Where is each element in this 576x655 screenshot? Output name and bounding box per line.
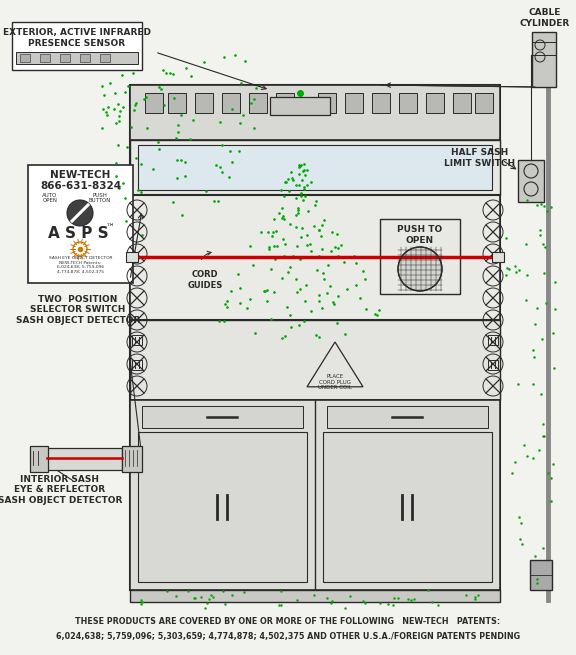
Text: CABLE
CYLINDER: CABLE CYLINDER bbox=[520, 9, 570, 28]
Bar bbox=[47, 448, 122, 470]
Bar bbox=[130, 400, 500, 590]
Bar bbox=[488, 335, 498, 345]
Bar bbox=[426, 93, 444, 113]
Circle shape bbox=[67, 200, 93, 226]
Bar bbox=[475, 93, 493, 113]
Bar bbox=[100, 54, 110, 62]
Bar bbox=[249, 93, 267, 113]
Bar bbox=[168, 93, 186, 113]
Bar bbox=[145, 93, 163, 113]
Bar bbox=[345, 93, 363, 113]
Bar bbox=[453, 93, 471, 113]
Bar bbox=[138, 432, 307, 582]
Bar bbox=[16, 52, 138, 64]
Bar bbox=[380, 219, 460, 294]
Text: CORD
GUIDES: CORD GUIDES bbox=[187, 271, 223, 290]
Bar bbox=[126, 252, 138, 262]
Text: HALF SASH
LIMIT SWITCH: HALF SASH LIMIT SWITCH bbox=[445, 148, 516, 168]
Bar bbox=[492, 252, 504, 262]
Bar bbox=[20, 54, 30, 62]
Bar bbox=[60, 54, 70, 62]
Bar bbox=[130, 140, 500, 195]
Text: ™: ™ bbox=[106, 223, 115, 232]
Bar bbox=[12, 22, 142, 70]
Text: INTERIOR SASH
EYE & REFLECTOR
SASH OBJECT DETECTOR: INTERIOR SASH EYE & REFLECTOR SASH OBJEC… bbox=[0, 475, 122, 505]
Bar bbox=[130, 85, 500, 590]
Text: TWO  POSITION
SELECTOR SWITCH
SASH OBJECT DETECTOR: TWO POSITION SELECTOR SWITCH SASH OBJECT… bbox=[16, 295, 140, 325]
Text: THESE PRODUCTS ARE COVERED BY ONE OR MORE OF THE FOLLOWING   NEW-TECH   PATENTS:: THESE PRODUCTS ARE COVERED BY ONE OR MOR… bbox=[75, 618, 501, 626]
Bar bbox=[276, 93, 294, 113]
Bar bbox=[40, 54, 50, 62]
Bar bbox=[122, 446, 142, 472]
Text: A S P S: A S P S bbox=[48, 225, 108, 240]
Bar bbox=[323, 432, 492, 582]
Bar bbox=[222, 93, 240, 113]
Text: 6,024,638; 5,759,096; 5,303,659; 4,774,878; 4,502,375 AND OTHER U.S.A./FOREIGN P: 6,024,638; 5,759,096; 5,303,659; 4,774,8… bbox=[56, 631, 520, 641]
Bar bbox=[142, 406, 303, 428]
Text: 866-631-8324: 866-631-8324 bbox=[40, 181, 121, 191]
Bar bbox=[28, 165, 133, 283]
Text: NEW-TECH: NEW-TECH bbox=[50, 170, 111, 180]
Text: EXTERIOR, ACTIVE INFRARED
PRESENCE SENSOR: EXTERIOR, ACTIVE INFRARED PRESENCE SENSO… bbox=[3, 28, 151, 48]
Bar bbox=[130, 85, 500, 140]
Text: PLACE
CORD PLUG
UNDER COIL: PLACE CORD PLUG UNDER COIL bbox=[318, 374, 352, 390]
Bar bbox=[195, 93, 213, 113]
Bar bbox=[518, 160, 544, 202]
Bar bbox=[372, 93, 390, 113]
Bar bbox=[399, 93, 417, 113]
Bar bbox=[270, 97, 330, 115]
Bar bbox=[318, 93, 336, 113]
Bar bbox=[130, 195, 500, 320]
Bar bbox=[532, 32, 556, 87]
Text: AUTO
OPEN: AUTO OPEN bbox=[43, 193, 58, 204]
Bar bbox=[327, 406, 488, 428]
Bar bbox=[530, 560, 552, 590]
Bar bbox=[80, 54, 90, 62]
Bar bbox=[130, 590, 500, 602]
Bar bbox=[130, 320, 500, 400]
Circle shape bbox=[398, 247, 442, 291]
Text: PUSH
BUTTON: PUSH BUTTON bbox=[89, 193, 111, 204]
Bar bbox=[132, 360, 142, 370]
Bar bbox=[138, 145, 492, 190]
Bar bbox=[30, 446, 48, 472]
Text: PUSH TO
OPEN: PUSH TO OPEN bbox=[397, 225, 442, 245]
Bar bbox=[488, 360, 498, 370]
Text: SASH EYE OBJECT DETECTOR
NEW-TECH Patents:
6,024,638; 5,759,096
4,774,878; 4,502: SASH EYE OBJECT DETECTOR NEW-TECH Patent… bbox=[49, 256, 112, 274]
Bar bbox=[132, 335, 142, 345]
